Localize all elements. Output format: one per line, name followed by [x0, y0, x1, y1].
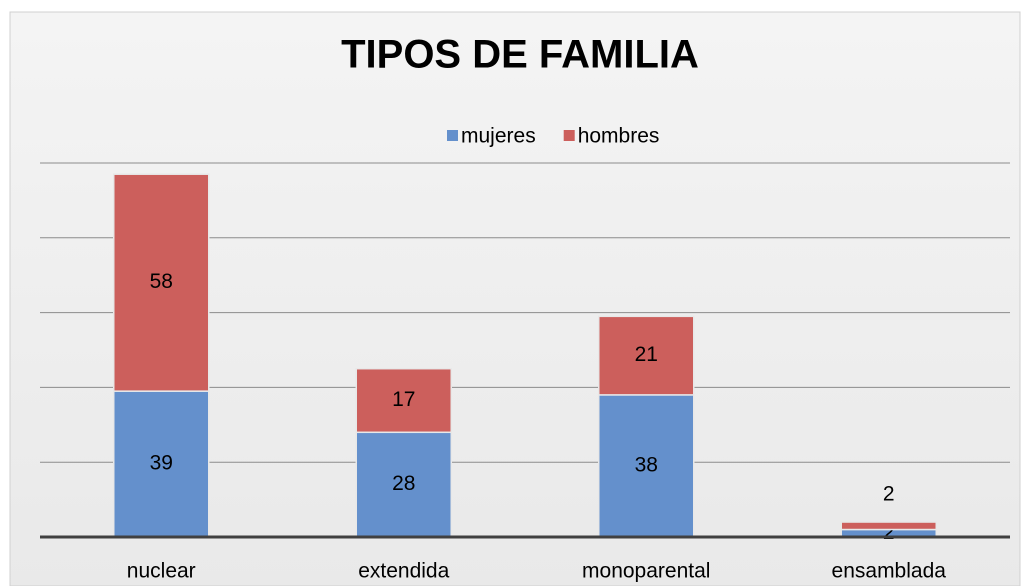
- data-label: 38: [635, 453, 658, 476]
- bar-segment: [598, 315, 695, 396]
- bar-segment: [840, 521, 937, 531]
- x-tick-label: monoparental: [582, 560, 710, 583]
- data-label: 28: [392, 472, 415, 495]
- data-label: 58: [150, 270, 173, 293]
- data-label: 2: [883, 521, 895, 544]
- bar-segment: [355, 367, 452, 434]
- bar-segment: [113, 173, 210, 392]
- legend-swatch: [563, 130, 575, 141]
- x-tick-label: nuclear: [127, 560, 196, 583]
- legend-swatch: [447, 130, 458, 141]
- x-tick-label: extendida: [358, 560, 449, 583]
- legend-label: hombres: [578, 125, 660, 148]
- bar-segment: [598, 394, 695, 538]
- x-tick-label: ensamblada: [832, 560, 947, 583]
- data-label: 21: [635, 343, 658, 366]
- legend-label: mujeres: [461, 125, 536, 148]
- data-label: 17: [392, 388, 415, 411]
- data-label: 39: [150, 452, 173, 475]
- chart-title: TIPOS DE FAMILIA: [341, 33, 699, 77]
- data-label: 2: [883, 483, 895, 506]
